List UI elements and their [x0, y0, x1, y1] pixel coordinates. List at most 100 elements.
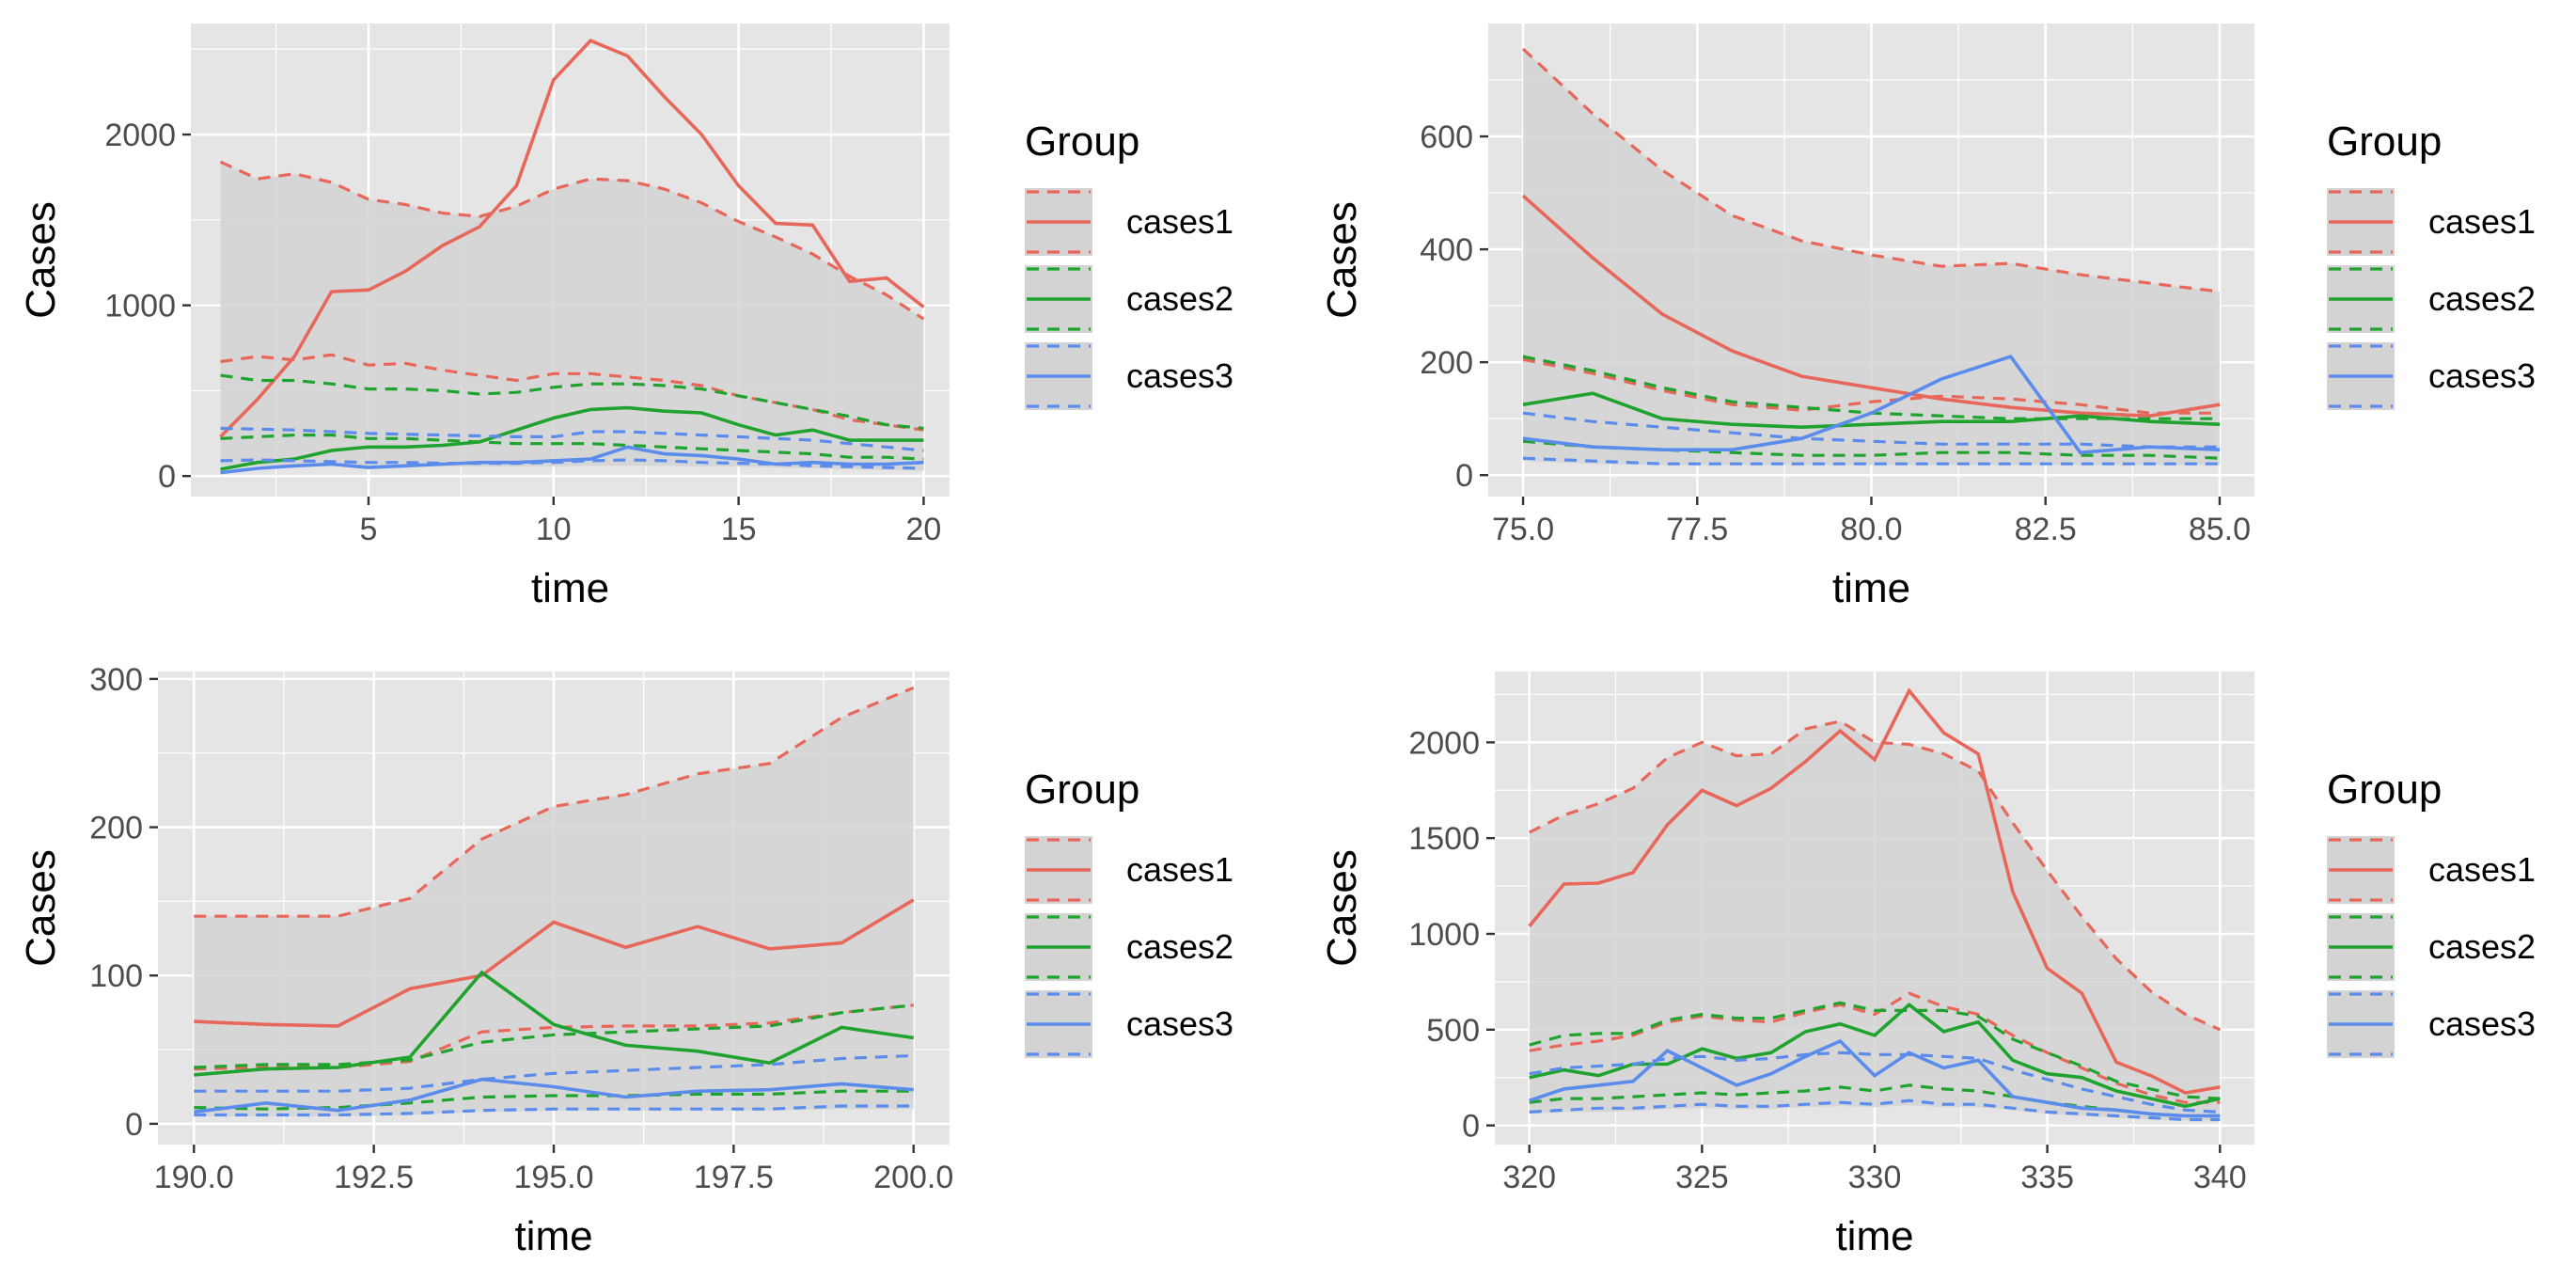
- x-tick-label: 77.5: [1666, 512, 1728, 547]
- x-tick-label: 192.5: [334, 1160, 414, 1195]
- legend-label-cases1: cases1: [2428, 850, 2536, 889]
- y-tick-label: 400: [1420, 232, 1473, 268]
- legend-title: Group: [1025, 766, 1139, 813]
- x-tick-label: 10: [536, 512, 572, 547]
- panel-4: 320 325 330 335 340 0 500 1000 1500 2000 time Cases…: [1319, 672, 2536, 1259]
- series-cases1: [1528, 687, 2221, 1104]
- y-tick-label: 2000: [104, 118, 176, 153]
- x-tick-label: 325: [1675, 1160, 1729, 1195]
- x-axis-title: time: [531, 565, 609, 611]
- cases1-line: [219, 39, 925, 438]
- legend: Group cases1 cases2 cases3: [2327, 766, 2536, 1058]
- x-tick-label: 15: [721, 512, 757, 547]
- cases2-lower-bound-line: [220, 434, 924, 461]
- cases3-upper-bound-line: [194, 1053, 914, 1093]
- legend-key-cases3: [2327, 342, 2395, 410]
- x-axis-title: time: [514, 1213, 592, 1259]
- cases2-lower-bound-line: [194, 1089, 914, 1111]
- x-tick-label: 20: [906, 512, 942, 547]
- y-tick-label: 2000: [1408, 725, 1480, 761]
- confidence-ribbon: [220, 162, 924, 471]
- cases2-upper-bound-line: [220, 373, 924, 430]
- y-tick-label: 0: [1455, 458, 1473, 494]
- legend-label-cases1: cases1: [1126, 850, 1233, 889]
- series-cases3: [194, 1053, 914, 1117]
- legend-key-cases1: [2327, 836, 2395, 904]
- x-tick-label: 197.5: [694, 1160, 774, 1195]
- y-tick-label: 1000: [1408, 917, 1480, 953]
- y-axis-title: Cases: [1319, 849, 1365, 967]
- x-tick-label: 5: [359, 512, 377, 547]
- legend: Group cases1 cases2 cases3: [1025, 119, 1233, 410]
- legend-label-cases2: cases2: [2428, 279, 2536, 318]
- legend-key-cases2: [1025, 913, 1092, 981]
- cases3-lower-bound-line: [1522, 456, 2220, 466]
- series-cases3: [1522, 354, 2221, 466]
- legend-key-cases2: [1025, 265, 1092, 333]
- cases2-line: [194, 970, 914, 1077]
- cases2-upper-bound-line: [194, 1003, 914, 1069]
- y-tick-label: 500: [1426, 1013, 1480, 1049]
- cases3-line: [220, 445, 924, 475]
- legend-title: Group: [2327, 766, 2442, 813]
- legend-key-cases3: [1025, 342, 1092, 410]
- x-tick-label: 80.0: [1840, 512, 1902, 547]
- legend-key-cases1: [1025, 188, 1092, 256]
- confidence-ribbon: [1529, 720, 2221, 1121]
- cases2-lower-bound-line: [1529, 1083, 2221, 1118]
- cases3-line: [1529, 1038, 2221, 1118]
- x-tick-label: 195.0: [513, 1160, 593, 1195]
- x-tick-label: 75.0: [1492, 512, 1554, 547]
- legend-label-cases2: cases2: [1126, 279, 1233, 318]
- y-tick-label: 0: [1462, 1109, 1480, 1145]
- y-tick-label: 600: [1420, 119, 1473, 155]
- legend: Group cases1 cases2 cases3: [1025, 766, 1233, 1058]
- legend-label-cases1: cases1: [2428, 202, 2536, 241]
- y-tick-label: 100: [89, 958, 143, 994]
- legend-key-cases1: [1025, 836, 1092, 904]
- legend-key-cases3: [1025, 990, 1092, 1058]
- x-tick-label: 320: [1502, 1160, 1556, 1195]
- legend-label-cases2: cases2: [1126, 927, 1233, 966]
- x-axis-title: time: [1832, 565, 1910, 611]
- cases1-lower-bound-line: [1522, 357, 2220, 415]
- x-tick-label: 335: [2020, 1160, 2074, 1195]
- series-cases1: [219, 39, 925, 438]
- cases1-line: [1521, 194, 2221, 419]
- cases1-upper-bound-line: [1521, 47, 2221, 293]
- cases1-upper-bound-line: [1528, 719, 2221, 1032]
- cases2-line: [1522, 391, 2221, 430]
- x-tick-label: 190.0: [154, 1160, 234, 1195]
- y-tick-label: 300: [89, 662, 143, 698]
- cases1-lower-bound-line: [1529, 991, 2221, 1104]
- panel-3: 190.0 192.5 195.0 197.5 200.0 0 100 200 300 time C…: [18, 662, 1233, 1259]
- cases3-line: [1522, 354, 2221, 455]
- legend: Group cases1 cases2 cases3: [2327, 119, 2536, 410]
- legend-label-cases2: cases2: [2428, 927, 2536, 966]
- x-tick-label: 330: [1848, 1160, 1902, 1195]
- y-tick-label: 0: [125, 1107, 143, 1143]
- x-tick-label: 340: [2193, 1160, 2247, 1195]
- cases3-upper-bound-line: [220, 426, 924, 452]
- y-tick-label: 200: [1420, 345, 1473, 381]
- legend-key-cases1: [2327, 188, 2395, 256]
- y-tick-label: 0: [158, 459, 176, 495]
- legend-key-cases2: [2327, 265, 2395, 333]
- x-axis-title: time: [1835, 1213, 1913, 1259]
- series-cases2: [1529, 1001, 2221, 1118]
- cases3-upper-bound-line: [1522, 411, 2220, 449]
- legend-title: Group: [2327, 119, 2442, 165]
- legend-label-cases3: cases3: [2428, 1004, 2536, 1043]
- cases3-line: [194, 1077, 914, 1114]
- confidence-ribbon: [1523, 49, 2220, 466]
- panel-1: 5 10 15 20 0 1000 2000 time Cases Group cases1 case…: [18, 24, 1233, 611]
- legend-key-cases3: [2327, 990, 2395, 1058]
- cases2-lower-bound-line: [1522, 439, 2221, 460]
- series-cases1: [194, 686, 915, 1071]
- y-tick-label: 200: [89, 811, 143, 846]
- y-axis-title: Cases: [18, 201, 64, 319]
- series-cases2: [194, 970, 914, 1111]
- y-axis-title: Cases: [18, 849, 64, 967]
- cases1-line: [1528, 687, 2221, 1095]
